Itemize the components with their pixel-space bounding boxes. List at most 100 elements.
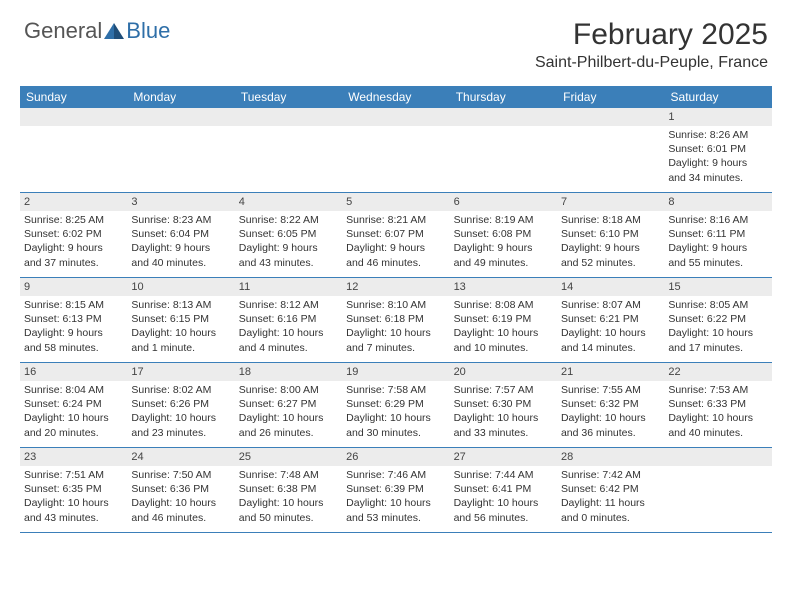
logo-text-general: General bbox=[24, 18, 102, 44]
day-cell: 7Sunrise: 8:18 AMSunset: 6:10 PMDaylight… bbox=[557, 193, 664, 277]
day2-text: and 0 minutes. bbox=[561, 511, 660, 525]
day-content: Sunrise: 8:07 AMSunset: 6:21 PMDaylight:… bbox=[557, 296, 664, 362]
day-content: Sunrise: 8:12 AMSunset: 6:16 PMDaylight:… bbox=[235, 296, 342, 362]
sunrise-text: Sunrise: 8:26 AM bbox=[668, 128, 767, 142]
day-content: Sunrise: 7:50 AMSunset: 6:36 PMDaylight:… bbox=[127, 466, 234, 532]
day-content bbox=[235, 126, 342, 192]
sunset-text: Sunset: 6:30 PM bbox=[454, 397, 553, 411]
day-content: Sunrise: 8:04 AMSunset: 6:24 PMDaylight:… bbox=[20, 381, 127, 447]
day-number: 4 bbox=[235, 193, 342, 211]
day-content: Sunrise: 8:16 AMSunset: 6:11 PMDaylight:… bbox=[664, 211, 771, 277]
day1-text: Daylight: 9 hours bbox=[668, 156, 767, 170]
day-header: Tuesday bbox=[235, 86, 342, 108]
day1-text: Daylight: 10 hours bbox=[454, 411, 553, 425]
day2-text: and 14 minutes. bbox=[561, 341, 660, 355]
day1-text: Daylight: 10 hours bbox=[454, 326, 553, 340]
day2-text: and 40 minutes. bbox=[131, 256, 230, 270]
calendar-body: 1Sunrise: 8:26 AMSunset: 6:01 PMDaylight… bbox=[20, 108, 772, 533]
sunset-text: Sunset: 6:32 PM bbox=[561, 397, 660, 411]
day-header: Monday bbox=[127, 86, 234, 108]
day-number: 19 bbox=[342, 363, 449, 381]
day-number bbox=[557, 108, 664, 126]
day2-text: and 36 minutes. bbox=[561, 426, 660, 440]
sunrise-text: Sunrise: 7:53 AM bbox=[668, 383, 767, 397]
day-number: 13 bbox=[450, 278, 557, 296]
day-content: Sunrise: 8:25 AMSunset: 6:02 PMDaylight:… bbox=[20, 211, 127, 277]
day-content bbox=[342, 126, 449, 192]
sunset-text: Sunset: 6:41 PM bbox=[454, 482, 553, 496]
day-cell bbox=[557, 108, 664, 192]
sunset-text: Sunset: 6:24 PM bbox=[24, 397, 123, 411]
sunset-text: Sunset: 6:21 PM bbox=[561, 312, 660, 326]
day-cell: 26Sunrise: 7:46 AMSunset: 6:39 PMDayligh… bbox=[342, 448, 449, 532]
day-number: 20 bbox=[450, 363, 557, 381]
day-content bbox=[557, 126, 664, 192]
day-header: Wednesday bbox=[342, 86, 449, 108]
day1-text: Daylight: 9 hours bbox=[454, 241, 553, 255]
day-content: Sunrise: 8:26 AMSunset: 6:01 PMDaylight:… bbox=[664, 126, 771, 192]
title-block: February 2025 Saint-Philbert-du-Peuple, … bbox=[535, 18, 768, 72]
day-cell: 9Sunrise: 8:15 AMSunset: 6:13 PMDaylight… bbox=[20, 278, 127, 362]
day-number: 10 bbox=[127, 278, 234, 296]
day1-text: Daylight: 10 hours bbox=[131, 411, 230, 425]
day-content: Sunrise: 7:48 AMSunset: 6:38 PMDaylight:… bbox=[235, 466, 342, 532]
day1-text: Daylight: 9 hours bbox=[24, 241, 123, 255]
sunrise-text: Sunrise: 7:51 AM bbox=[24, 468, 123, 482]
sunset-text: Sunset: 6:18 PM bbox=[346, 312, 445, 326]
day-cell: 1Sunrise: 8:26 AMSunset: 6:01 PMDaylight… bbox=[664, 108, 771, 192]
day-content: Sunrise: 7:42 AMSunset: 6:42 PMDaylight:… bbox=[557, 466, 664, 532]
day2-text: and 7 minutes. bbox=[346, 341, 445, 355]
week-row: 23Sunrise: 7:51 AMSunset: 6:35 PMDayligh… bbox=[20, 448, 772, 533]
sunrise-text: Sunrise: 7:46 AM bbox=[346, 468, 445, 482]
day-number bbox=[20, 108, 127, 126]
sunset-text: Sunset: 6:42 PM bbox=[561, 482, 660, 496]
day-cell: 5Sunrise: 8:21 AMSunset: 6:07 PMDaylight… bbox=[342, 193, 449, 277]
day-number bbox=[342, 108, 449, 126]
sunrise-text: Sunrise: 8:13 AM bbox=[131, 298, 230, 312]
sunrise-text: Sunrise: 8:23 AM bbox=[131, 213, 230, 227]
day-cell bbox=[450, 108, 557, 192]
day-cell: 23Sunrise: 7:51 AMSunset: 6:35 PMDayligh… bbox=[20, 448, 127, 532]
sunset-text: Sunset: 6:22 PM bbox=[668, 312, 767, 326]
day2-text: and 23 minutes. bbox=[131, 426, 230, 440]
sunrise-text: Sunrise: 8:22 AM bbox=[239, 213, 338, 227]
day1-text: Daylight: 10 hours bbox=[346, 411, 445, 425]
day-cell: 13Sunrise: 8:08 AMSunset: 6:19 PMDayligh… bbox=[450, 278, 557, 362]
sunset-text: Sunset: 6:02 PM bbox=[24, 227, 123, 241]
day-cell: 4Sunrise: 8:22 AMSunset: 6:05 PMDaylight… bbox=[235, 193, 342, 277]
day2-text: and 1 minute. bbox=[131, 341, 230, 355]
week-row: 9Sunrise: 8:15 AMSunset: 6:13 PMDaylight… bbox=[20, 278, 772, 363]
day-content: Sunrise: 7:44 AMSunset: 6:41 PMDaylight:… bbox=[450, 466, 557, 532]
day1-text: Daylight: 11 hours bbox=[561, 496, 660, 510]
day-content: Sunrise: 8:05 AMSunset: 6:22 PMDaylight:… bbox=[664, 296, 771, 362]
sunset-text: Sunset: 6:19 PM bbox=[454, 312, 553, 326]
day-cell: 19Sunrise: 7:58 AMSunset: 6:29 PMDayligh… bbox=[342, 363, 449, 447]
day1-text: Daylight: 10 hours bbox=[561, 326, 660, 340]
week-row: 16Sunrise: 8:04 AMSunset: 6:24 PMDayligh… bbox=[20, 363, 772, 448]
sunset-text: Sunset: 6:11 PM bbox=[668, 227, 767, 241]
sunrise-text: Sunrise: 8:07 AM bbox=[561, 298, 660, 312]
day2-text: and 58 minutes. bbox=[24, 341, 123, 355]
day2-text: and 37 minutes. bbox=[24, 256, 123, 270]
day-header: Thursday bbox=[450, 86, 557, 108]
day2-text: and 34 minutes. bbox=[668, 171, 767, 185]
day1-text: Daylight: 9 hours bbox=[24, 326, 123, 340]
day2-text: and 30 minutes. bbox=[346, 426, 445, 440]
day2-text: and 49 minutes. bbox=[454, 256, 553, 270]
day-number: 9 bbox=[20, 278, 127, 296]
day-number: 16 bbox=[20, 363, 127, 381]
day-content: Sunrise: 8:21 AMSunset: 6:07 PMDaylight:… bbox=[342, 211, 449, 277]
sunrise-text: Sunrise: 8:21 AM bbox=[346, 213, 445, 227]
sunset-text: Sunset: 6:38 PM bbox=[239, 482, 338, 496]
sunset-text: Sunset: 6:15 PM bbox=[131, 312, 230, 326]
day-content: Sunrise: 8:19 AMSunset: 6:08 PMDaylight:… bbox=[450, 211, 557, 277]
day-cell: 14Sunrise: 8:07 AMSunset: 6:21 PMDayligh… bbox=[557, 278, 664, 362]
sunset-text: Sunset: 6:35 PM bbox=[24, 482, 123, 496]
sunset-text: Sunset: 6:26 PM bbox=[131, 397, 230, 411]
day1-text: Daylight: 10 hours bbox=[24, 496, 123, 510]
day2-text: and 46 minutes. bbox=[346, 256, 445, 270]
day-content: Sunrise: 7:51 AMSunset: 6:35 PMDaylight:… bbox=[20, 466, 127, 532]
sunrise-text: Sunrise: 7:55 AM bbox=[561, 383, 660, 397]
day-cell: 12Sunrise: 8:10 AMSunset: 6:18 PMDayligh… bbox=[342, 278, 449, 362]
calendar-header-table: Sunday Monday Tuesday Wednesday Thursday… bbox=[20, 86, 772, 108]
